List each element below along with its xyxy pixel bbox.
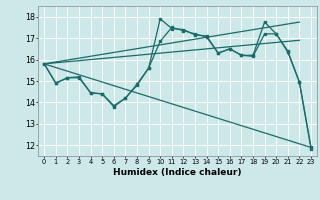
X-axis label: Humidex (Indice chaleur): Humidex (Indice chaleur) — [113, 168, 242, 177]
